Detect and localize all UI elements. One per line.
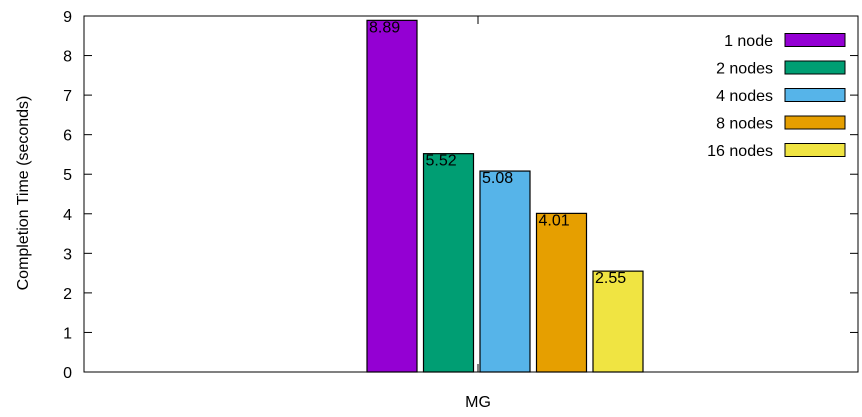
legend-label: 4 nodes xyxy=(716,88,773,105)
plot-frame xyxy=(83,15,859,373)
y-tick-label: 7 xyxy=(63,88,72,105)
legend-swatch xyxy=(784,88,846,102)
y-tick-label: 9 xyxy=(63,9,72,26)
legend-label: 8 nodes xyxy=(716,116,773,133)
bar-16-nodes xyxy=(592,270,644,373)
y-tick-label: 6 xyxy=(63,128,72,145)
legend-label: 2 nodes xyxy=(716,61,773,78)
x-tick-label: MG xyxy=(465,394,491,411)
data-label: 5.08 xyxy=(482,170,513,187)
bar-4-nodes xyxy=(479,170,531,373)
data-label: 5.52 xyxy=(426,153,457,170)
y-tick-label: 5 xyxy=(63,167,72,184)
legend-swatch xyxy=(784,143,846,157)
y-axis-title: Completion Time (seconds) xyxy=(15,96,32,291)
data-label: 2.55 xyxy=(595,270,626,287)
legend-label: 1 node xyxy=(724,33,773,50)
data-label: 8.89 xyxy=(369,19,400,36)
y-tick-label: 8 xyxy=(63,49,72,66)
data-label: 4.01 xyxy=(539,212,570,229)
bar-1-node xyxy=(366,19,418,373)
legend-swatch xyxy=(784,115,846,130)
bar-8-nodes xyxy=(535,212,588,373)
y-tick-label: 4 xyxy=(63,207,72,224)
y-tick-label: 1 xyxy=(63,325,72,342)
bar-2-nodes xyxy=(422,153,475,373)
y-tick-label: 0 xyxy=(63,365,72,382)
y-tick-label: 3 xyxy=(63,246,72,263)
legend-swatch xyxy=(784,33,846,47)
legend-label: 16 nodes xyxy=(707,143,773,160)
legend-swatch xyxy=(784,60,846,75)
y-tick-label: 2 xyxy=(63,286,72,303)
